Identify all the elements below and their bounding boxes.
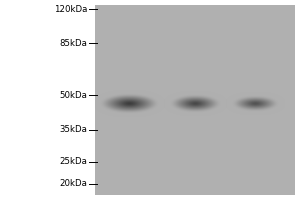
Text: 25kDa: 25kDa [59, 158, 87, 166]
Text: 85kDa: 85kDa [59, 38, 87, 47]
Text: 20kDa: 20kDa [59, 180, 87, 188]
Text: 120kDa: 120kDa [54, 4, 87, 14]
Text: 50kDa: 50kDa [59, 90, 87, 99]
Text: 35kDa: 35kDa [59, 126, 87, 134]
